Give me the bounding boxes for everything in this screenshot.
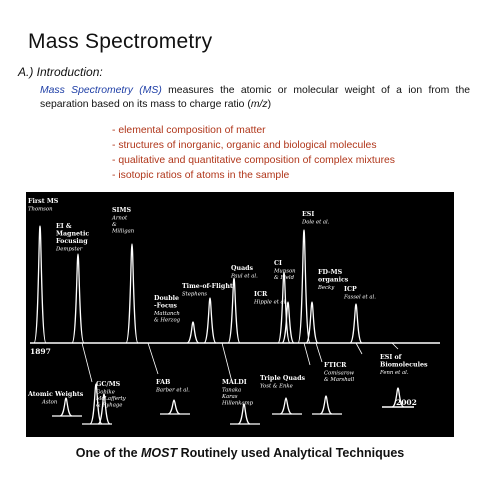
event-authors: Becky xyxy=(317,285,335,291)
intro-term: Mass Spectrometry (MS) xyxy=(40,85,162,96)
bullet-item: - isotopic ratios of atoms in the sample xyxy=(112,170,290,181)
intro-paragraph: Mass Spectrometry (MS) measures the atom… xyxy=(40,84,470,112)
event-peak xyxy=(97,393,111,425)
timeline-connector xyxy=(355,342,363,355)
event-title: organics xyxy=(318,277,349,284)
event-title: FTICR xyxy=(324,362,347,369)
event-authors: Fassel et al. xyxy=(343,295,376,301)
event-authors: Paul et al. xyxy=(230,274,258,280)
event-title: SIMS xyxy=(112,207,131,214)
event-authors: Karas xyxy=(221,394,238,400)
event-authors: & xyxy=(112,222,117,228)
event-authors: Fenn et al. xyxy=(379,370,409,376)
event-title: Atomic Weights xyxy=(27,391,84,398)
event-title: ICP xyxy=(344,286,357,293)
timeline-peak xyxy=(33,225,47,344)
timeline-peak xyxy=(277,271,291,344)
event-authors: Stephens xyxy=(182,292,207,298)
event-authors: Mattanch xyxy=(153,311,180,317)
event-authors: Dole et al. xyxy=(301,220,330,226)
event-title: Focusing xyxy=(56,238,88,245)
timeline-peak xyxy=(186,321,200,344)
event-title: Quads xyxy=(231,265,254,272)
footer-emphasis: MOST xyxy=(141,446,178,460)
event-title: FAB xyxy=(156,379,170,386)
event-authors: Yost & Enke xyxy=(260,384,293,390)
timeline-peak xyxy=(281,301,295,344)
footer-caption: One of the MOST Routinely used Analytica… xyxy=(0,446,480,460)
event-title: Biomolecules xyxy=(380,362,428,369)
event-title: MALDI xyxy=(222,379,247,386)
event-authors: Aston xyxy=(41,400,58,406)
event-authors: Dempster xyxy=(55,247,83,253)
event-authors: McLafferty xyxy=(95,396,127,402)
event-title: CI xyxy=(274,260,282,267)
bullet-list: - elemental composition of matter - stru… xyxy=(112,123,395,183)
event-title: Magnetic xyxy=(56,231,89,238)
timeline-peak xyxy=(349,303,363,344)
timeline-peak xyxy=(227,277,241,344)
event-peak xyxy=(89,383,103,425)
event-authors: & Ryhage xyxy=(96,403,122,409)
timeline-connector xyxy=(303,342,311,366)
event-title: Time-of-Flight xyxy=(182,283,233,290)
event-authors: Arnot xyxy=(111,216,128,222)
event-title: GC/MS xyxy=(96,381,121,388)
event-title: Double xyxy=(154,295,179,302)
event-authors: Barber et al. xyxy=(155,388,190,394)
end-year: 2002 xyxy=(396,398,417,407)
event-title: FD-MS xyxy=(318,269,343,276)
timeline-peak xyxy=(125,243,139,344)
timeline-connector xyxy=(221,342,233,383)
event-title: ICR xyxy=(254,291,268,298)
event-authors: Munson xyxy=(273,269,296,275)
event-authors: Milligan xyxy=(111,229,135,235)
intro-text-after: ) xyxy=(267,99,272,110)
timeline-peak xyxy=(71,253,85,344)
event-peak xyxy=(279,397,293,415)
event-title: ESI of xyxy=(380,354,403,361)
bullet-item: - structures of inorganic, organic and b… xyxy=(112,140,377,151)
event-title: -Focus xyxy=(154,303,177,310)
event-authors: Hipple et al. xyxy=(253,300,287,306)
event-authors: Tanaka xyxy=(222,388,241,394)
timeline-figure: 1897 2002 First MS Thomson EI &MagneticFocus… xyxy=(27,198,440,425)
footer-after: Routinely used Analytical Techniques xyxy=(177,446,405,460)
event-authors: Thomson xyxy=(28,207,53,213)
event-authors: Gohlke xyxy=(96,390,115,396)
section-heading: A.) Introduction: xyxy=(18,65,103,79)
event-peak xyxy=(59,397,73,417)
timeline-connector xyxy=(391,342,399,350)
event-authors: Hillenkamp xyxy=(221,401,254,407)
event-authors: & Marshall xyxy=(324,377,354,383)
event-peak xyxy=(319,395,333,415)
event-peak xyxy=(391,387,405,408)
intro-mz: m/z xyxy=(250,99,268,110)
event-title: First MS xyxy=(28,198,59,205)
event-title: EI & xyxy=(56,223,72,230)
event-peak xyxy=(237,403,251,425)
event-authors: & Field xyxy=(274,275,295,281)
event-title: ESI xyxy=(302,211,314,218)
event-authors: Comisarow xyxy=(324,371,355,377)
ms-history-timeline: 1897 2002 First MS Thomson EI & Magnetic Focus… xyxy=(26,192,454,437)
timeline-peak xyxy=(203,297,217,344)
intro-text-before: measures the atomic or molecular weight … xyxy=(40,85,471,110)
bullet-item: - qualitative and quantitative compositi… xyxy=(112,155,395,166)
slide-title: Mass Spectrometry xyxy=(28,30,213,53)
timeline-connector xyxy=(315,342,323,363)
timeline-connector xyxy=(147,342,159,375)
event-title: Triple Quads xyxy=(260,375,305,382)
start-year: 1897 xyxy=(30,347,51,356)
timeline-peak xyxy=(305,301,319,344)
footer-before: One of the xyxy=(75,446,142,460)
event-peak xyxy=(167,399,181,415)
timeline-connector xyxy=(81,342,93,383)
timeline-peak xyxy=(297,229,311,344)
bullet-item: - elemental composition of matter xyxy=(112,125,266,136)
event-authors: & Herzog xyxy=(154,318,181,324)
